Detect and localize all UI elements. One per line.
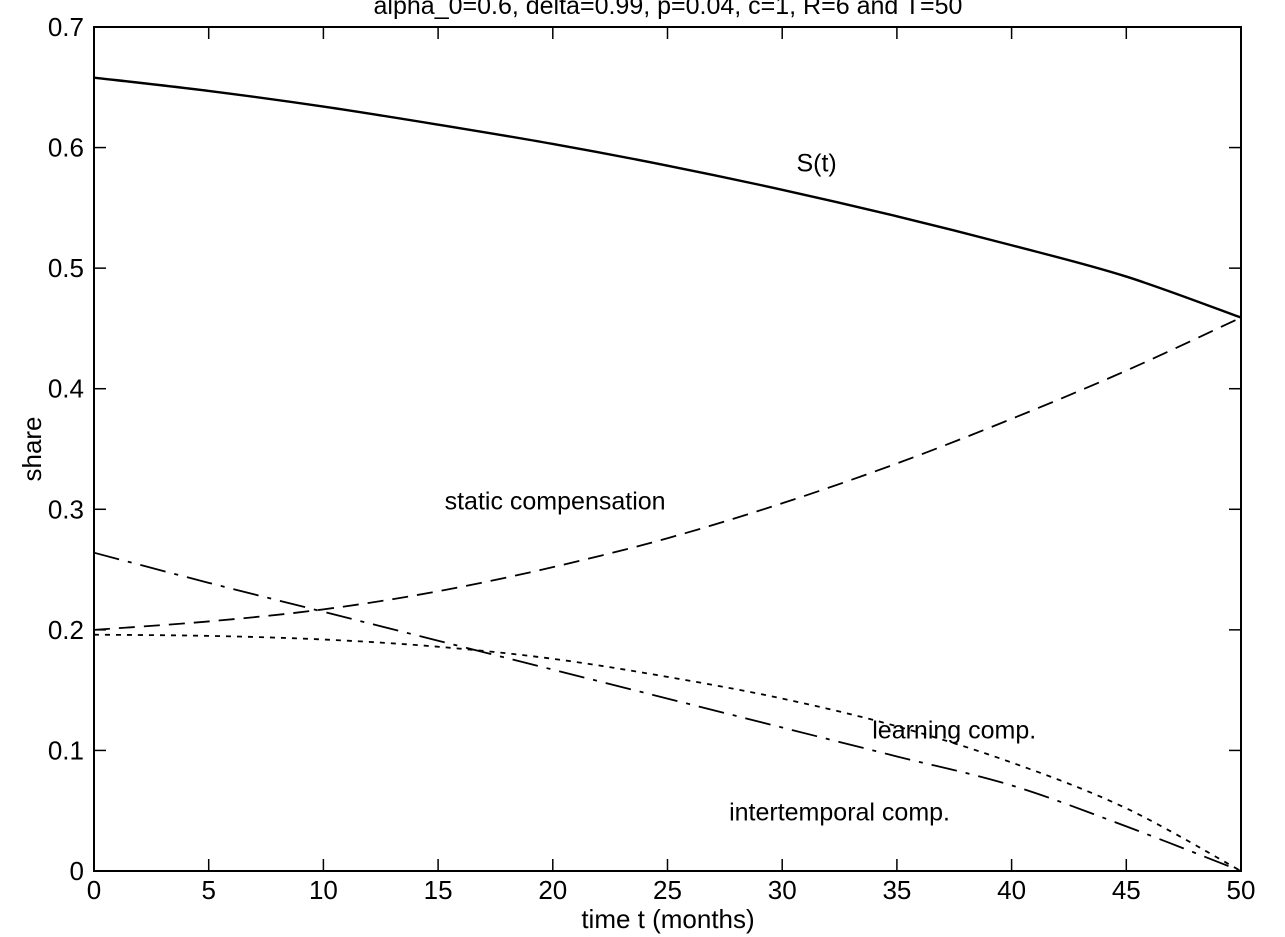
x-tick-label: 35 [882, 875, 911, 905]
y-tick-label: 0 [70, 856, 84, 886]
plot-frame [93, 26, 1242, 872]
x-tick-label: 5 [201, 875, 215, 905]
y-tick-label: 0.3 [48, 494, 84, 524]
y-tick-label: 0.2 [48, 615, 84, 645]
x-tick-label: 20 [538, 875, 567, 905]
x-tick-label: 45 [1112, 875, 1141, 905]
y-tick-label: 0.7 [48, 12, 84, 42]
series-line-dashed [93, 316, 1242, 631]
y-tick-label: 0.6 [48, 133, 84, 163]
series-annotation: learning comp. [872, 716, 1036, 744]
x-tick-label: 40 [997, 875, 1026, 905]
x-tick-label: 50 [1227, 875, 1256, 905]
series-annotation: intertemporal comp. [729, 798, 950, 826]
series-line-dotted [93, 633, 1242, 872]
series-line-dash-dot [93, 551, 1242, 872]
x-tick-label: 0 [87, 875, 101, 905]
y-tick-label: 0.4 [48, 374, 84, 404]
series-line-solid [93, 76, 1242, 319]
series-layer [93, 76, 1242, 872]
series-annotation: static compensation [445, 487, 666, 515]
series-annotation: S(t) [796, 150, 836, 178]
x-tick-label: 15 [424, 875, 453, 905]
x-tick-label: 30 [768, 875, 797, 905]
x-tick-label: 25 [653, 875, 682, 905]
x-tick-label: 10 [309, 875, 338, 905]
y-axis-label: share [17, 416, 47, 481]
x-axis-label: time t (months) [581, 904, 754, 934]
annotation-layer: S(t) static compensation learning comp. int… [445, 150, 1037, 827]
chart-title: alpha_0=0.6, delta=0.99, p=0.04, c=1, R=… [374, 0, 963, 20]
x-axis: 0 5 10 15 20 25 30 35 40 45 50 [87, 27, 1256, 905]
y-tick-label: 0.1 [48, 735, 84, 765]
y-tick-label: 0.5 [48, 253, 84, 283]
y-axis: 0 0.1 0.2 0.3 0.4 0.5 0.6 0.7 [48, 12, 1241, 886]
